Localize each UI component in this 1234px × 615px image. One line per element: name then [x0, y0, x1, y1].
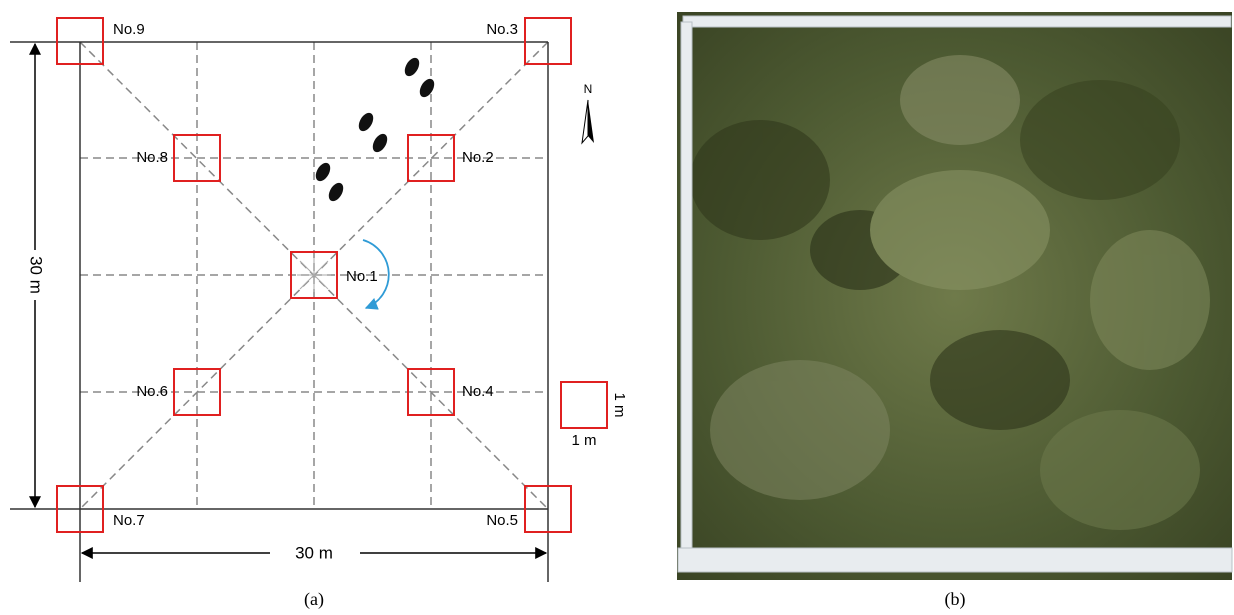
plot-label: No.3	[486, 21, 518, 38]
figure: 30 m 30 m No.1 No.2 No.3 No.4 No.5 No.6 …	[0, 0, 1234, 615]
plot-label: No.5	[486, 512, 518, 529]
frame	[10, 42, 548, 582]
height-label: 30 m	[27, 256, 46, 294]
frame-bar	[683, 16, 1231, 27]
frame-bar	[678, 548, 1232, 572]
caption: (a)	[304, 589, 324, 610]
legend-height: 1 m	[611, 392, 628, 417]
plot-label: No.6	[136, 383, 168, 400]
plot-label: No.2	[462, 149, 494, 166]
width-label: 30 m	[295, 543, 333, 562]
plot-label: No.8	[136, 149, 168, 166]
caption: (b)	[945, 589, 966, 610]
north-label: N	[584, 82, 593, 96]
frame-bar	[681, 22, 692, 562]
legend-width: 1 m	[571, 432, 596, 449]
plot-label: No.7	[113, 512, 145, 529]
plot-label: No.4	[462, 383, 494, 400]
legend-square	[561, 382, 607, 428]
plot-label: No.1	[346, 268, 378, 285]
panel-b: (b)	[677, 12, 1232, 610]
panel-a: 30 m 30 m No.1 No.2 No.3 No.4 No.5 No.6 …	[10, 18, 628, 610]
plot-label: No.9	[113, 21, 145, 38]
north-arrow	[582, 100, 594, 143]
